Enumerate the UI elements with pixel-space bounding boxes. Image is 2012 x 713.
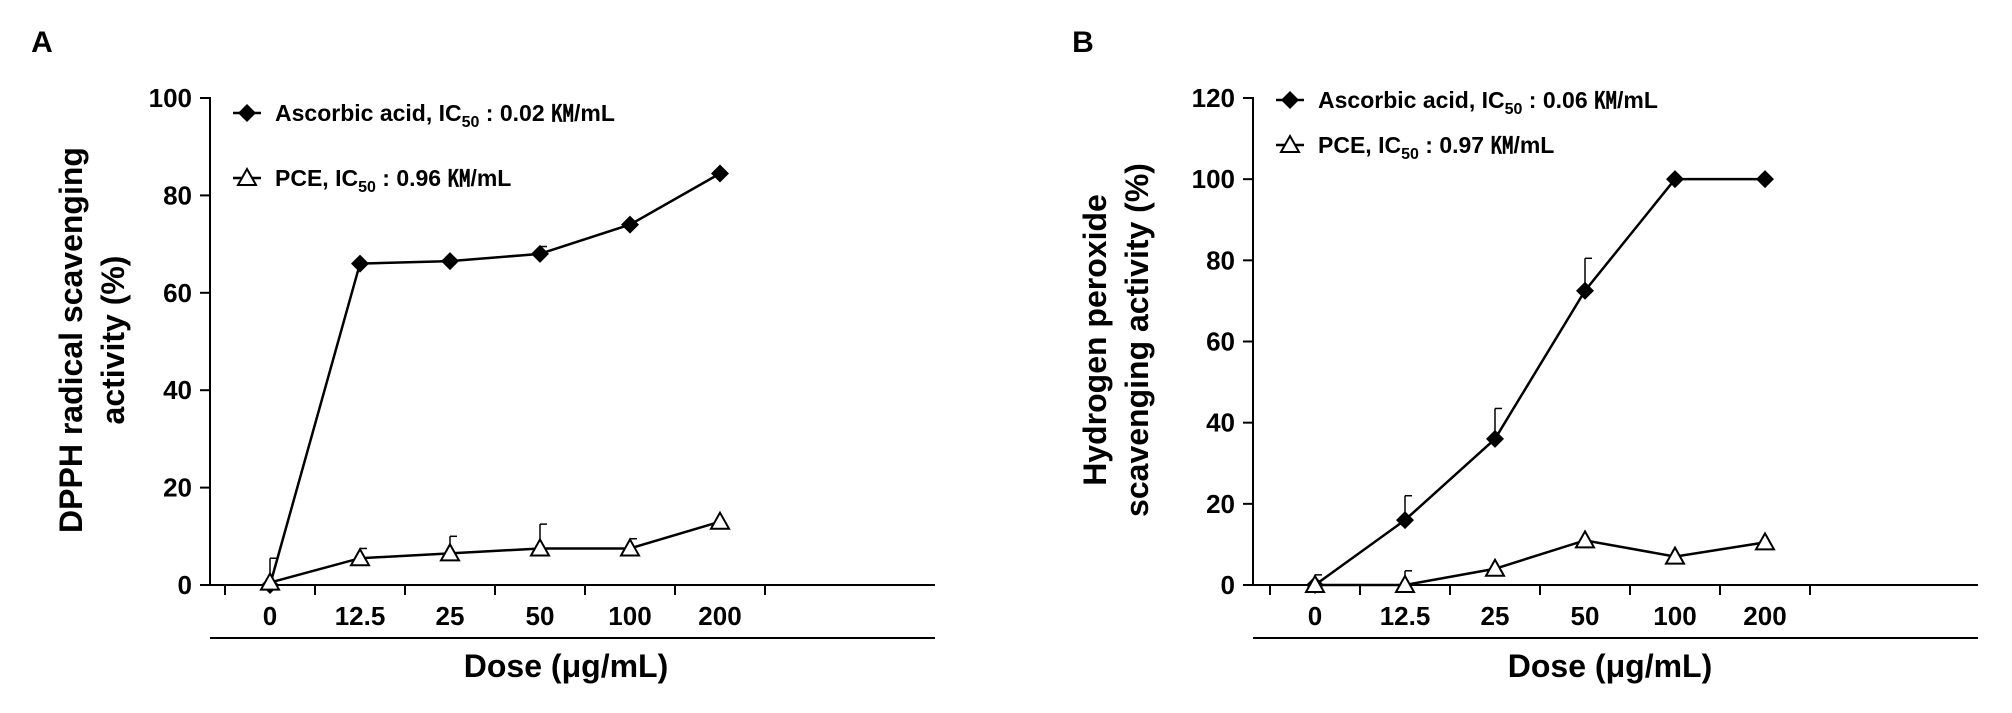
legend-diamond-icon	[1281, 91, 1299, 109]
y-tick-label: 100	[1192, 164, 1235, 194]
x-axis-title: Dose (μg/mL)	[464, 648, 668, 684]
legend-entry: Ascorbic acid, IC50 : 0.06 ㏎/mL	[1318, 87, 1658, 118]
x-tick-label: 25	[436, 601, 465, 631]
legend-ic50-value: : 0.02 ㏎/mL	[479, 100, 614, 126]
x-tick-label: 100	[608, 601, 651, 631]
y-tick-label: 100	[149, 83, 192, 113]
legend-entry: PCE, IC50 : 0.97 ㏎/mL	[1318, 132, 1554, 163]
legend-triangle-icon	[1279, 133, 1301, 153]
y-tick-label: 40	[1206, 408, 1235, 438]
data-point-triangle	[1394, 573, 1416, 593]
y-axis-title-line: activity (%)	[95, 256, 131, 425]
legend-name: PCE, IC	[275, 165, 358, 191]
y-tick-label: 0	[1221, 570, 1235, 600]
data-point-triangle	[1754, 531, 1776, 551]
legend-subscript: 50	[1401, 146, 1419, 163]
legend-triangle-icon	[236, 166, 258, 186]
data-point-triangle	[619, 537, 641, 557]
x-tick-label: 0	[263, 601, 277, 631]
legend-ic50-value: : 0.06 ㏎/mL	[1522, 87, 1657, 113]
series-line	[1315, 539, 1766, 587]
x-tick-label: 0	[1308, 601, 1322, 631]
y-tick-label: 60	[163, 278, 192, 308]
series-line	[268, 172, 721, 586]
data-point-triangle	[1484, 557, 1506, 577]
data-point-diamond	[1576, 281, 1594, 300]
data-point-diamond	[711, 164, 729, 183]
data-point-diamond	[1666, 170, 1684, 189]
y-tick-label: 40	[163, 375, 192, 405]
x-tick-label: 200	[698, 601, 741, 631]
legend-name: PCE, IC	[1318, 132, 1401, 158]
series-line	[269, 520, 721, 584]
legend-ic50-value: : 0.97 ㏎/mL	[1419, 132, 1554, 158]
legend-subscript: 50	[462, 114, 480, 131]
y-axis-title: Hydrogen peroxide scavenging activity (%)	[1077, 163, 1155, 517]
y-tick-label: 0	[178, 570, 192, 600]
data-point-diamond	[351, 254, 369, 273]
data-point-diamond	[1756, 170, 1774, 189]
legend-name: Ascorbic acid, IC	[1318, 87, 1505, 113]
data-point-triangle	[349, 547, 371, 567]
panel-label: A	[31, 26, 53, 59]
data-point-triangle	[1574, 529, 1596, 549]
y-axis-title-line: Hydrogen peroxide	[1077, 194, 1113, 486]
data-point-triangle	[1304, 573, 1326, 593]
panel-label: B	[1072, 26, 1094, 59]
y-tick-label: 20	[163, 473, 192, 503]
y-axis-title: DPPH radical scavenging activity (%)	[53, 147, 131, 533]
y-axis-title-line: DPPH radical scavenging	[53, 147, 89, 533]
x-tick-label: 12.5	[1380, 601, 1431, 631]
legend-diamond-icon	[238, 104, 256, 122]
chart-panel-a: A 0 20 40 60 80 100 0 12.5 25 50 100 200 Dose (μg/mL)…	[31, 26, 935, 684]
data-point-triangle	[709, 510, 731, 530]
data-point-diamond	[441, 252, 459, 271]
legend-entry: Ascorbic acid, IC50 : 0.02 ㏎/mL	[275, 100, 615, 131]
data-point-triangle	[529, 537, 551, 557]
data-point-triangle	[259, 571, 281, 591]
y-tick-label: 80	[163, 180, 192, 210]
legend-name: Ascorbic acid, IC	[275, 100, 462, 126]
data-point-diamond	[1486, 429, 1504, 448]
y-tick-label: 80	[1206, 245, 1235, 275]
legend-ic50-value: : 0.96 ㏎/mL	[376, 165, 511, 191]
series-pce	[1304, 529, 1776, 593]
y-tick-label: 60	[1206, 327, 1235, 357]
data-point-triangle	[439, 542, 461, 562]
x-axis-title: Dose (μg/mL)	[1508, 648, 1712, 684]
x-tick-label: 50	[1571, 601, 1600, 631]
series-line	[1314, 177, 1765, 587]
data-point-triangle	[1664, 545, 1686, 565]
x-tick-label: 12.5	[335, 601, 386, 631]
chart-panel-b: B 0 20 40 60 80 100 120 0 12.5 25 50 100 200 Dose (μg/…	[1072, 26, 1978, 684]
y-tick-label: 120	[1192, 83, 1235, 113]
legend-entry: PCE, IC50 : 0.96 ㏎/mL	[275, 165, 511, 196]
series-pce	[259, 510, 731, 591]
data-point-diamond	[1396, 511, 1414, 530]
series-ascorbic-acid	[1306, 170, 1774, 594]
x-tick-label: 25	[1481, 601, 1510, 631]
legend-subscript: 50	[1505, 101, 1523, 118]
series-ascorbic-acid	[261, 164, 729, 594]
y-tick-label: 20	[1206, 489, 1235, 519]
x-tick-label: 50	[526, 601, 555, 631]
data-point-diamond	[621, 215, 639, 234]
x-tick-label: 100	[1653, 601, 1696, 631]
legend-subscript: 50	[358, 179, 376, 196]
data-point-diamond	[531, 244, 549, 263]
y-axis-title-line: scavenging activity (%)	[1119, 163, 1155, 517]
x-tick-label: 200	[1743, 601, 1786, 631]
